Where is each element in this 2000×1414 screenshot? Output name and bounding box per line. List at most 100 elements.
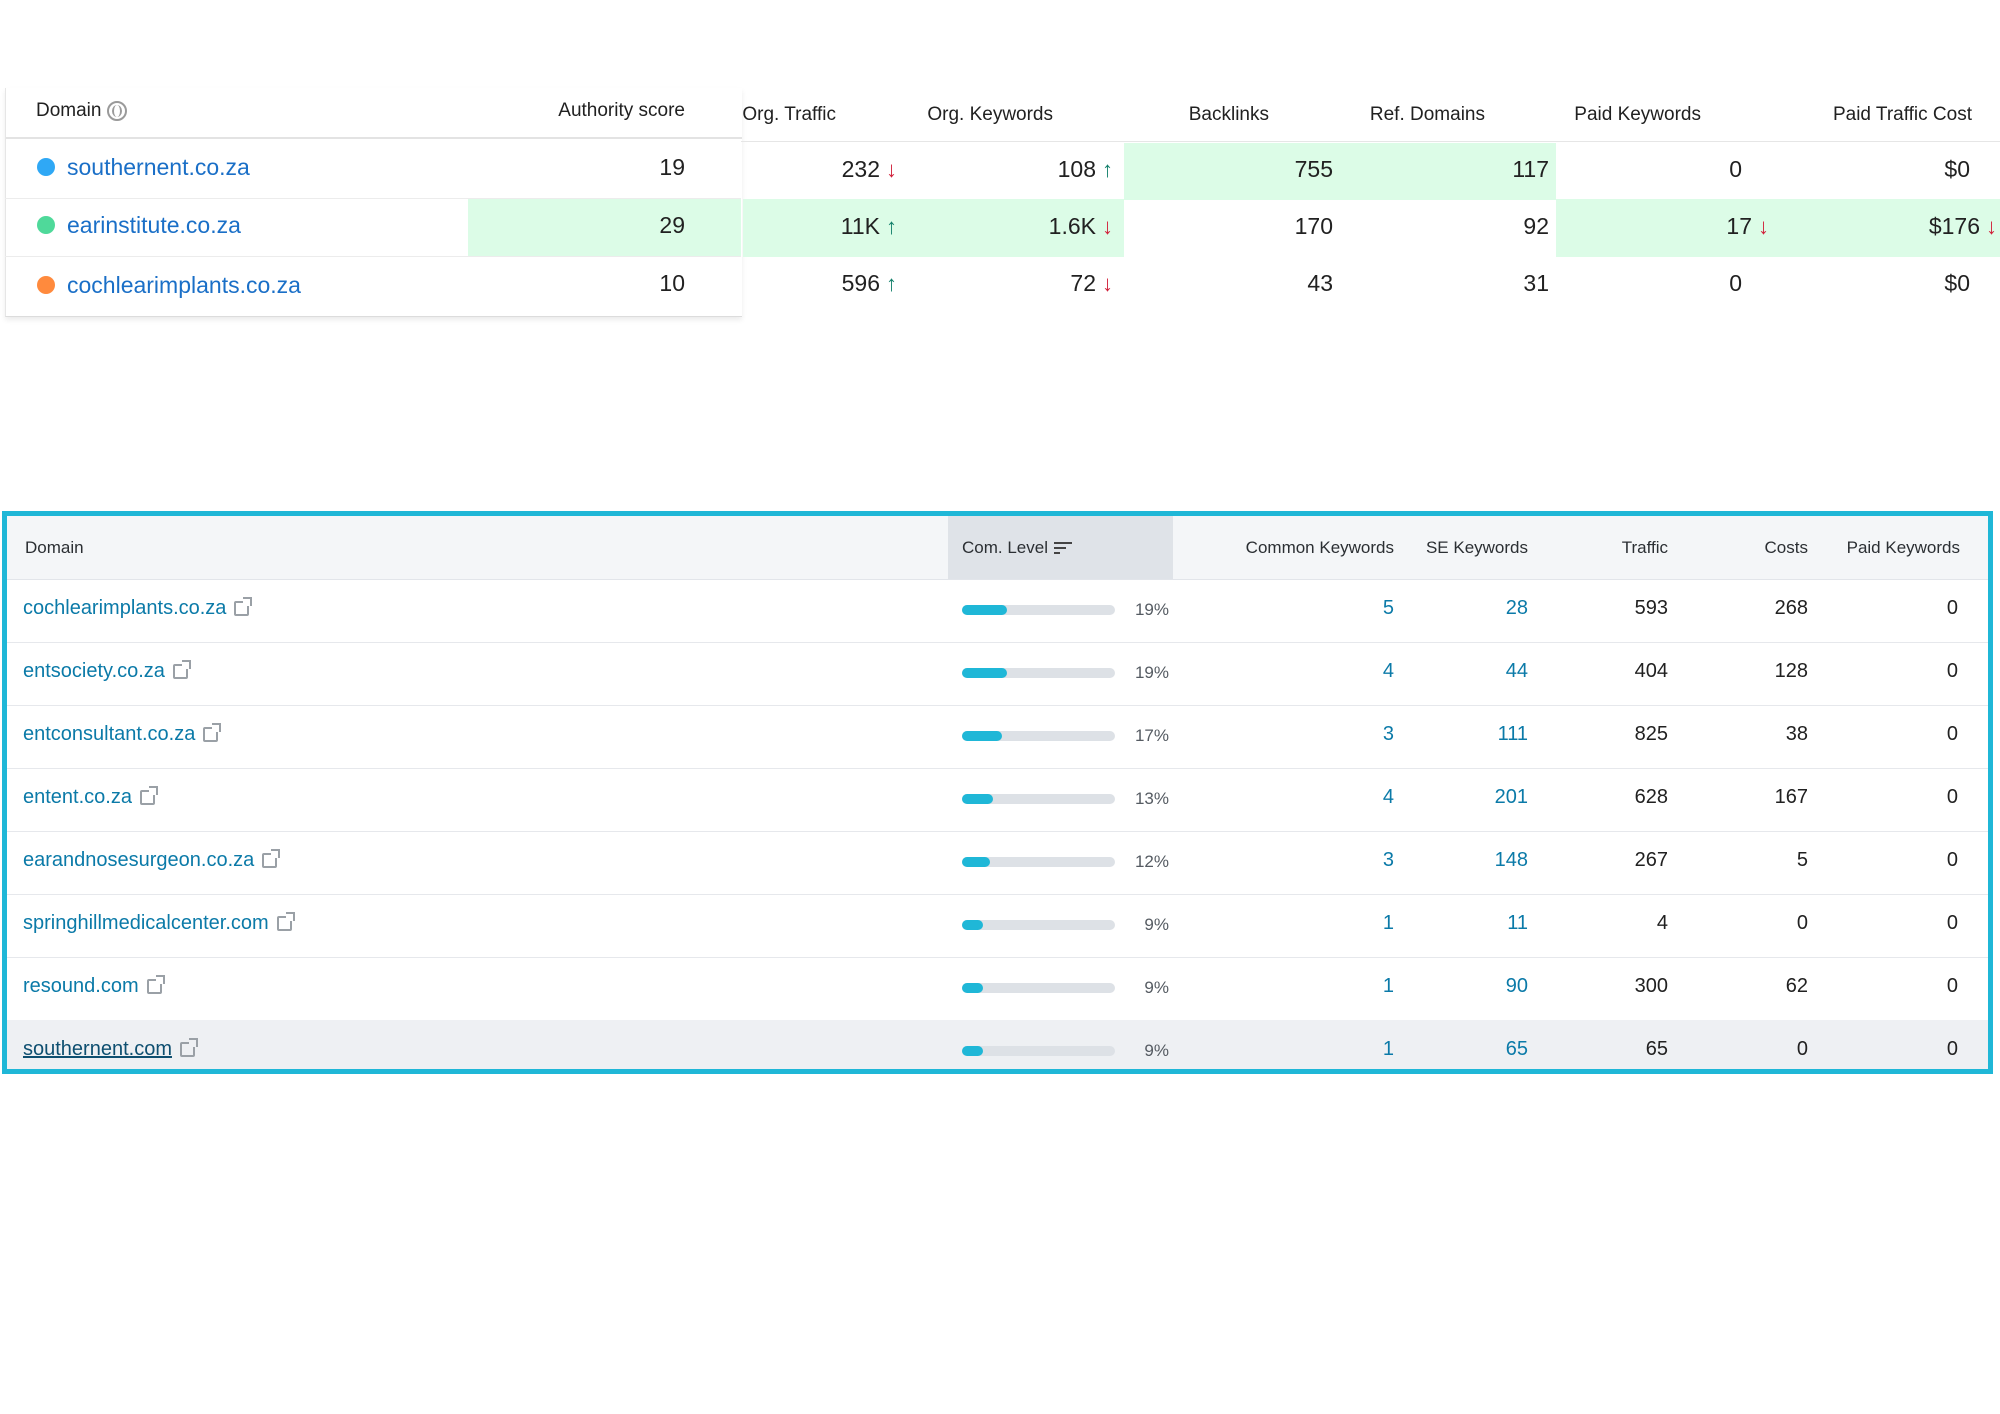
paid-keywords-value: 0 bbox=[1946, 660, 1958, 682]
external-link-icon[interactable] bbox=[172, 660, 191, 679]
header-paid-traffic-cost[interactable]: Paid Traffic Cost bbox=[1832, 104, 1972, 125]
domain-link[interactable]: resound.com bbox=[23, 975, 165, 998]
com-level-bar-fill bbox=[962, 1046, 983, 1056]
domain-name[interactable]: springhillmedicalcenter.com bbox=[23, 912, 269, 934]
se-keywords-link[interactable]: 65 bbox=[1505, 1038, 1528, 1060]
external-link-icon[interactable] bbox=[276, 912, 295, 931]
domain-link[interactable]: entent.co.za bbox=[23, 786, 158, 809]
table-row[interactable]: earandnosesurgeon.co.za 12% 3 148 267 5 0 bbox=[7, 831, 1988, 895]
header-com-level[interactable]: Com. Level bbox=[962, 538, 1072, 558]
header-domain-label: Domain bbox=[36, 100, 102, 121]
header-costs[interactable]: Costs bbox=[1764, 538, 1808, 557]
domain-link[interactable]: southernent.co.za bbox=[67, 154, 250, 180]
authority-score: 10 bbox=[659, 270, 685, 296]
domain-link[interactable]: earandnosesurgeon.co.za bbox=[23, 849, 281, 872]
table-row[interactable]: springhillmedicalcenter.com 9% 1 11 4 0 0 bbox=[7, 894, 1988, 958]
paid-keywords-value: 0 bbox=[1946, 1038, 1958, 1060]
header-paid-keywords[interactable]: Paid Keywords bbox=[1846, 538, 1960, 557]
traffic-value: 267 bbox=[1634, 849, 1668, 871]
table-row[interactable]: entsociety.co.za 19% 4 44 404 128 0 bbox=[7, 642, 1988, 706]
domain-name[interactable]: entconsultant.co.za bbox=[23, 723, 196, 745]
se-keywords-link[interactable]: 148 bbox=[1494, 849, 1528, 871]
com-level-bar-fill bbox=[962, 983, 983, 993]
common-keywords-link[interactable]: 3 bbox=[1382, 723, 1394, 745]
common-keywords-link[interactable]: 5 bbox=[1382, 597, 1394, 619]
domain-name[interactable]: resound.com bbox=[23, 975, 139, 997]
header-common-keywords[interactable]: Common Keywords bbox=[1245, 538, 1394, 557]
header-domain[interactable]: Domain bbox=[25, 538, 84, 557]
table-row[interactable]: entconsultant.co.za 17% 3 111 825 38 0 bbox=[7, 705, 1988, 769]
domain-link[interactable]: entsociety.co.za bbox=[23, 660, 191, 683]
common-keywords-link[interactable]: 1 bbox=[1382, 1038, 1394, 1060]
common-keywords-link[interactable]: 3 bbox=[1382, 849, 1394, 871]
globe-icon[interactable] bbox=[107, 100, 128, 121]
paid-keywords: 17 ↓ bbox=[1726, 213, 1769, 240]
costs-value: 128 bbox=[1774, 660, 1808, 682]
com-level-percent: 9% bbox=[1144, 915, 1169, 934]
header-divider-right bbox=[741, 141, 2000, 142]
backlinks: 755 bbox=[1294, 156, 1333, 182]
header-authority-score[interactable]: Authority score bbox=[558, 100, 685, 121]
se-keywords-link[interactable]: 111 bbox=[1497, 723, 1528, 745]
header-se-keywords[interactable]: SE Keywords bbox=[1425, 538, 1528, 557]
arrow-down-icon: ↓ bbox=[1102, 214, 1113, 239]
external-link-icon[interactable] bbox=[179, 1038, 198, 1057]
table-row[interactable]: cochlearimplants.co.za 19% 5 28 593 268 0 bbox=[7, 579, 1988, 643]
ref-domains: 31 bbox=[1523, 270, 1549, 296]
com-level-bar bbox=[962, 794, 1115, 804]
com-level-bar-fill bbox=[962, 731, 1002, 741]
sort-icon[interactable] bbox=[1053, 541, 1072, 556]
com-level-bar bbox=[962, 605, 1115, 615]
com-level-bar bbox=[962, 668, 1115, 678]
traffic-value: 300 bbox=[1634, 975, 1668, 997]
domain-name[interactable]: entsociety.co.za bbox=[23, 660, 165, 682]
domain-name[interactable]: earandnosesurgeon.co.za bbox=[23, 849, 255, 871]
external-link-icon[interactable] bbox=[139, 786, 158, 805]
se-keywords-link[interactable]: 90 bbox=[1505, 975, 1528, 997]
com-level-bar-fill bbox=[962, 605, 1007, 615]
common-keywords-link[interactable]: 1 bbox=[1382, 912, 1394, 934]
com-level-percent: 17% bbox=[1134, 726, 1169, 745]
org-traffic: 232 ↓ bbox=[842, 156, 897, 183]
common-keywords-link[interactable]: 4 bbox=[1382, 660, 1394, 682]
common-keywords-link[interactable]: 1 bbox=[1382, 975, 1394, 997]
domain-link[interactable]: cochlearimplants.co.za bbox=[67, 272, 301, 298]
se-keywords-link[interactable]: 28 bbox=[1505, 597, 1528, 619]
com-level-bar bbox=[962, 920, 1115, 930]
arrow-up-icon: ↑ bbox=[1102, 157, 1113, 182]
org-keywords: 72 ↓ bbox=[1070, 270, 1113, 297]
domain-link[interactable]: entconsultant.co.za bbox=[23, 723, 222, 746]
table-row[interactable]: southernent.com 9% 1 65 65 0 0 bbox=[7, 1020, 1988, 1069]
com-level-percent: 9% bbox=[1144, 978, 1169, 997]
domain-link[interactable]: earinstitute.co.za bbox=[67, 212, 241, 238]
external-link-icon[interactable] bbox=[262, 849, 281, 868]
se-keywords-link[interactable]: 201 bbox=[1494, 786, 1528, 808]
traffic-value: 825 bbox=[1634, 723, 1668, 745]
header-ref-domains[interactable]: Ref. Domains bbox=[1369, 104, 1485, 125]
domain-link[interactable]: cochlearimplants.co.za bbox=[23, 597, 253, 620]
external-link-icon[interactable] bbox=[203, 723, 222, 742]
costs-value: 38 bbox=[1785, 723, 1808, 745]
external-link-icon[interactable] bbox=[146, 975, 165, 994]
se-keywords-link[interactable]: 11 bbox=[1507, 912, 1528, 934]
header-paid-keywords[interactable]: Paid Keywords bbox=[1574, 104, 1701, 125]
se-keywords-link[interactable]: 44 bbox=[1505, 660, 1528, 682]
domain-link[interactable]: springhillmedicalcenter.com bbox=[23, 912, 295, 935]
highlight-row2-organic bbox=[743, 199, 1124, 257]
table-row[interactable]: entent.co.za 13% 4 201 628 167 0 bbox=[7, 768, 1988, 832]
header-traffic[interactable]: Traffic bbox=[1621, 538, 1668, 557]
domain-name[interactable]: cochlearimplants.co.za bbox=[23, 597, 227, 619]
domain-link[interactable]: southernent.com bbox=[23, 1038, 198, 1061]
header-org-traffic[interactable]: Org. Traffic bbox=[742, 104, 836, 125]
header-org-keywords[interactable]: Org. Keywords bbox=[927, 104, 1053, 125]
arrow-down-icon: ↓ bbox=[1986, 214, 1997, 239]
header-backlinks[interactable]: Backlinks bbox=[1188, 104, 1269, 125]
external-link-icon[interactable] bbox=[234, 597, 253, 616]
domain-name[interactable]: southernent.com bbox=[23, 1038, 172, 1060]
org-keywords-value: 108 bbox=[1057, 156, 1096, 182]
common-keywords-link[interactable]: 4 bbox=[1382, 786, 1394, 808]
org-keywords: 1.6K ↓ bbox=[1049, 213, 1113, 240]
domain-name[interactable]: entent.co.za bbox=[23, 786, 132, 808]
comparison-right-panel: Org. Traffic Org. Keywords Backlinks Ref… bbox=[741, 88, 2000, 316]
table-row[interactable]: resound.com 9% 1 90 300 62 0 bbox=[7, 957, 1988, 1021]
